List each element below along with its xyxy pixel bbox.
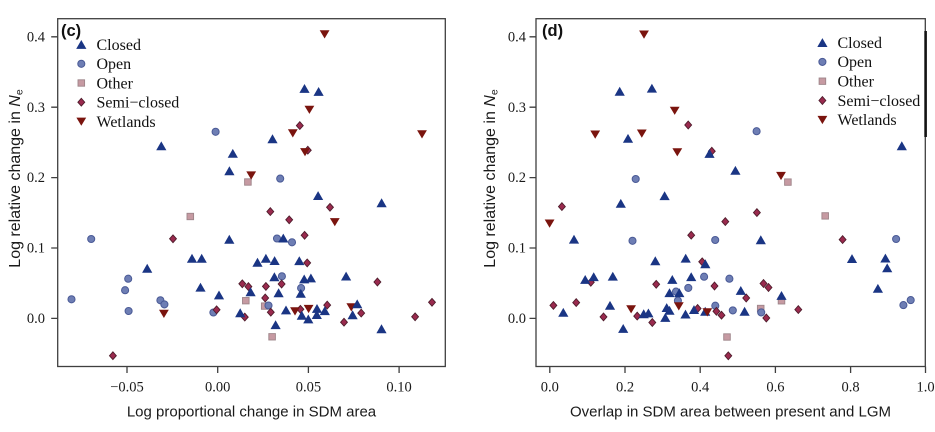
svg-text:0.8: 0.8: [842, 380, 860, 396]
svg-text:0.4: 0.4: [691, 380, 710, 396]
svg-text:0.0: 0.0: [27, 311, 45, 327]
svg-text:Log relative change in Ne: Log relative change in Ne: [7, 89, 26, 268]
svg-text:Closed: Closed: [97, 37, 141, 54]
svg-text:−0.05: −0.05: [110, 380, 144, 396]
svg-text:(d): (d): [542, 22, 563, 40]
svg-text:Open: Open: [97, 56, 132, 73]
svg-text:Semi−closed: Semi−closed: [97, 95, 180, 112]
svg-text:Other: Other: [97, 75, 134, 92]
svg-text:0.00: 0.00: [205, 380, 230, 396]
svg-text:0.3: 0.3: [27, 100, 45, 116]
svg-text:Overlap in SDM area between pr: Overlap in SDM area between present and …: [570, 404, 891, 421]
svg-text:Other: Other: [838, 74, 875, 91]
svg-text:0.05: 0.05: [296, 380, 321, 396]
svg-text:Wetlands: Wetlands: [97, 114, 156, 131]
svg-text:Semi−closed: Semi−closed: [838, 93, 921, 110]
svg-text:0.3: 0.3: [508, 100, 526, 116]
svg-text:(c): (c): [61, 22, 81, 40]
svg-text:0.6: 0.6: [766, 380, 784, 396]
svg-text:Log proportional change in SDM: Log proportional change in SDM area: [127, 404, 377, 421]
svg-text:Wetlands: Wetlands: [838, 112, 897, 129]
svg-text:0.4: 0.4: [27, 29, 46, 45]
svg-text:1.0: 1.0: [916, 380, 934, 396]
svg-text:0.10: 0.10: [386, 380, 411, 396]
svg-text:Open: Open: [838, 54, 873, 71]
svg-text:0.2: 0.2: [27, 170, 45, 186]
svg-text:0.0: 0.0: [541, 380, 559, 396]
svg-text:0.1: 0.1: [27, 241, 45, 257]
svg-text:0.2: 0.2: [508, 170, 526, 186]
svg-text:0.1: 0.1: [508, 241, 526, 257]
svg-text:0.2: 0.2: [616, 380, 634, 396]
svg-text:Closed: Closed: [838, 35, 882, 52]
svg-text:Log relative change in Ne: Log relative change in Ne: [482, 89, 501, 268]
svg-text:0.4: 0.4: [508, 29, 527, 45]
svg-text:0.0: 0.0: [508, 311, 526, 327]
